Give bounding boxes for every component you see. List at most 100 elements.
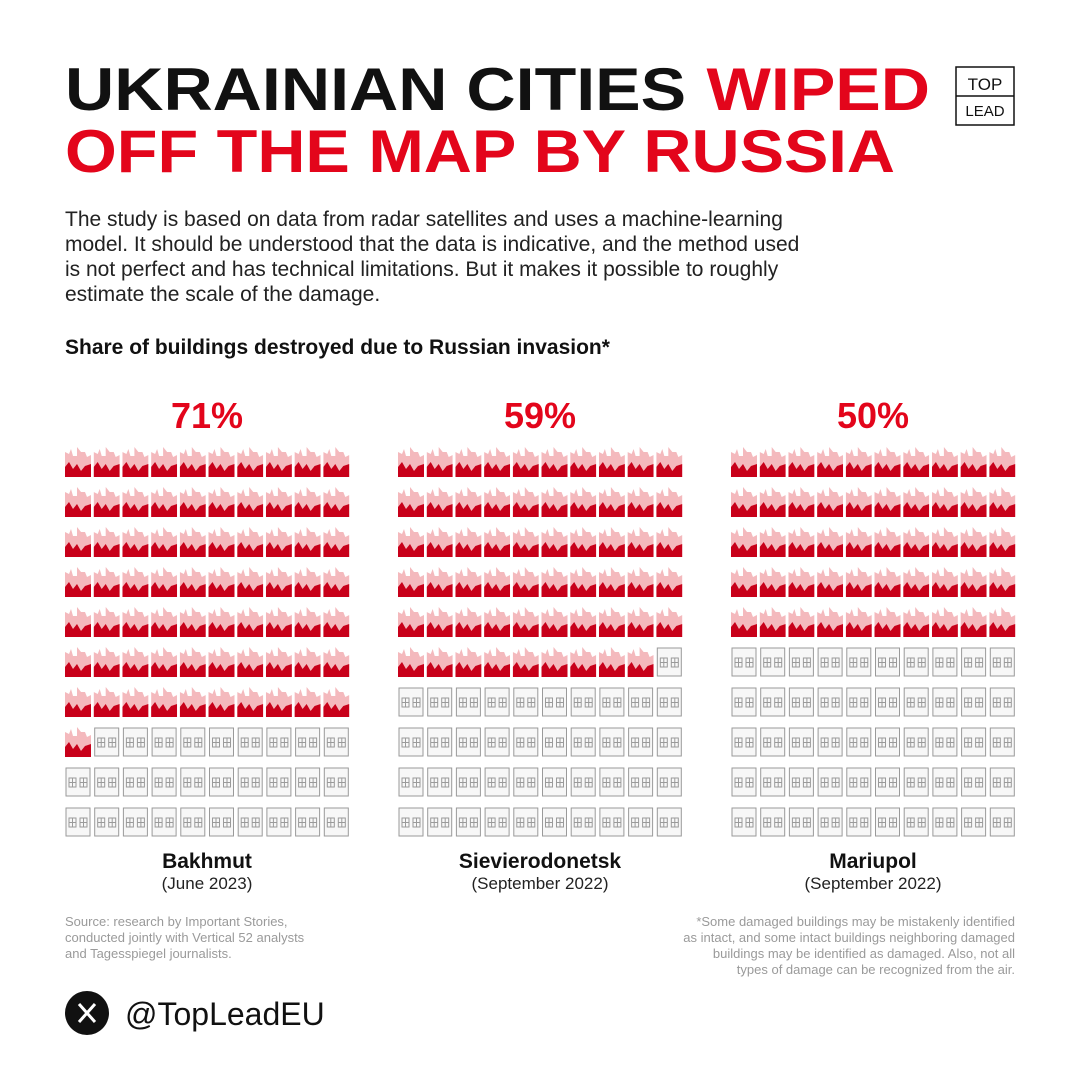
destroyed-icon bbox=[570, 607, 597, 637]
intact-icon bbox=[94, 767, 120, 797]
destroyed-icon bbox=[237, 487, 264, 517]
destroyed-icon bbox=[455, 487, 482, 517]
intact-icon bbox=[961, 687, 987, 717]
intact-icon bbox=[731, 727, 757, 757]
destroyed-icon bbox=[845, 527, 872, 557]
destroyed-icon bbox=[294, 527, 321, 557]
destroyed-icon bbox=[455, 607, 482, 637]
intact-icon bbox=[65, 807, 91, 837]
intact-icon bbox=[484, 767, 510, 797]
intact-icon bbox=[180, 767, 206, 797]
destroyed-icon bbox=[179, 487, 206, 517]
destroyed-icon bbox=[208, 567, 235, 597]
destroyed-icon bbox=[294, 487, 321, 517]
destroyed-icon bbox=[455, 527, 482, 557]
destroyed-icon bbox=[960, 447, 987, 477]
destroyed-icon bbox=[484, 447, 511, 477]
intact-icon bbox=[846, 647, 872, 677]
handle: @TopLeadEU bbox=[125, 996, 325, 1032]
intact-icon bbox=[903, 807, 929, 837]
logo-text: LEAD bbox=[965, 103, 1004, 120]
destroyed-icon bbox=[512, 647, 539, 677]
destroyed-icon bbox=[151, 527, 178, 557]
destroyed-icon bbox=[265, 447, 292, 477]
destroyed-icon bbox=[731, 527, 757, 557]
destroyed-icon bbox=[208, 647, 235, 677]
destroyed-icon bbox=[208, 527, 235, 557]
destroyed-icon bbox=[512, 527, 539, 557]
footnote: *Some damaged buildings may be mistakenl… bbox=[683, 914, 1015, 977]
waffle-chart: 71% Bakhmut(June 2023) bbox=[65, 395, 350, 893]
destroyed-icon bbox=[845, 567, 872, 597]
destroyed-icon bbox=[874, 527, 901, 557]
destroyed-icon bbox=[989, 567, 1016, 597]
destroyed-icon bbox=[541, 647, 568, 677]
destroyed-icon bbox=[598, 647, 625, 677]
destroyed-icon bbox=[903, 527, 930, 557]
destroyed-icon bbox=[570, 487, 597, 517]
intact-icon bbox=[846, 767, 872, 797]
intact-icon bbox=[989, 767, 1015, 797]
intact-icon bbox=[788, 687, 814, 717]
destroyed-icon bbox=[989, 447, 1016, 477]
destroyed-icon bbox=[237, 647, 264, 677]
destroyed-icon bbox=[65, 687, 91, 717]
intact-icon bbox=[151, 727, 177, 757]
destroyed-icon bbox=[151, 447, 178, 477]
footnote-line: types of damage can be recognized from t… bbox=[737, 962, 1015, 977]
destroyed-icon bbox=[903, 607, 930, 637]
destroyed-icon bbox=[237, 447, 264, 477]
intact-icon bbox=[237, 807, 263, 837]
intact-icon bbox=[542, 727, 567, 757]
intact-icon bbox=[427, 807, 453, 837]
destroyed-icon bbox=[208, 487, 235, 517]
destroyed-icon bbox=[398, 567, 424, 597]
intact-icon bbox=[570, 767, 596, 797]
destroyed-icon bbox=[484, 607, 511, 637]
destroyed-icon bbox=[323, 687, 350, 717]
destroyed-icon bbox=[656, 527, 683, 557]
destroyed-icon bbox=[903, 487, 930, 517]
destroyed-icon bbox=[817, 487, 844, 517]
destroyed-icon bbox=[903, 447, 930, 477]
intact-icon bbox=[989, 687, 1015, 717]
intact-icon bbox=[788, 807, 814, 837]
destroyed-icon bbox=[323, 607, 350, 637]
destroyed-icon bbox=[759, 607, 786, 637]
destroyed-icon bbox=[208, 607, 235, 637]
destroyed-icon bbox=[122, 567, 149, 597]
intact-icon bbox=[122, 807, 148, 837]
destroyed-icon bbox=[179, 607, 206, 637]
destroyed-icon bbox=[731, 607, 757, 637]
intact-icon bbox=[122, 727, 148, 757]
destroyed-icon bbox=[455, 567, 482, 597]
intact-icon bbox=[455, 807, 481, 837]
destroyed-icon bbox=[788, 487, 815, 517]
intact-icon bbox=[209, 767, 234, 797]
destroyed-icon bbox=[426, 607, 453, 637]
intact-icon bbox=[817, 687, 843, 717]
value-label: 50% bbox=[837, 395, 909, 436]
intact-icon bbox=[903, 767, 929, 797]
destroyed-icon bbox=[426, 567, 453, 597]
destroyed-icon bbox=[874, 487, 901, 517]
destroyed-icon bbox=[817, 527, 844, 557]
destroyed-icon bbox=[484, 487, 511, 517]
destroyed-icon bbox=[237, 687, 264, 717]
intact-icon bbox=[295, 807, 321, 837]
destroyed-icon bbox=[398, 487, 424, 517]
destroyed-icon bbox=[484, 527, 511, 557]
destroyed-icon bbox=[122, 607, 149, 637]
city-name: Sievierodonetsk bbox=[459, 850, 622, 873]
city-date: (September 2022) bbox=[804, 874, 941, 893]
destroyed-icon bbox=[960, 607, 987, 637]
value-label: 71% bbox=[171, 395, 243, 436]
destroyed-icon bbox=[93, 647, 120, 677]
destroyed-icon bbox=[151, 487, 178, 517]
destroyed-icon bbox=[874, 607, 901, 637]
intact-icon bbox=[817, 807, 843, 837]
destroyed-icon bbox=[179, 687, 206, 717]
destroyed-icon bbox=[759, 567, 786, 597]
intact-icon bbox=[817, 647, 843, 677]
